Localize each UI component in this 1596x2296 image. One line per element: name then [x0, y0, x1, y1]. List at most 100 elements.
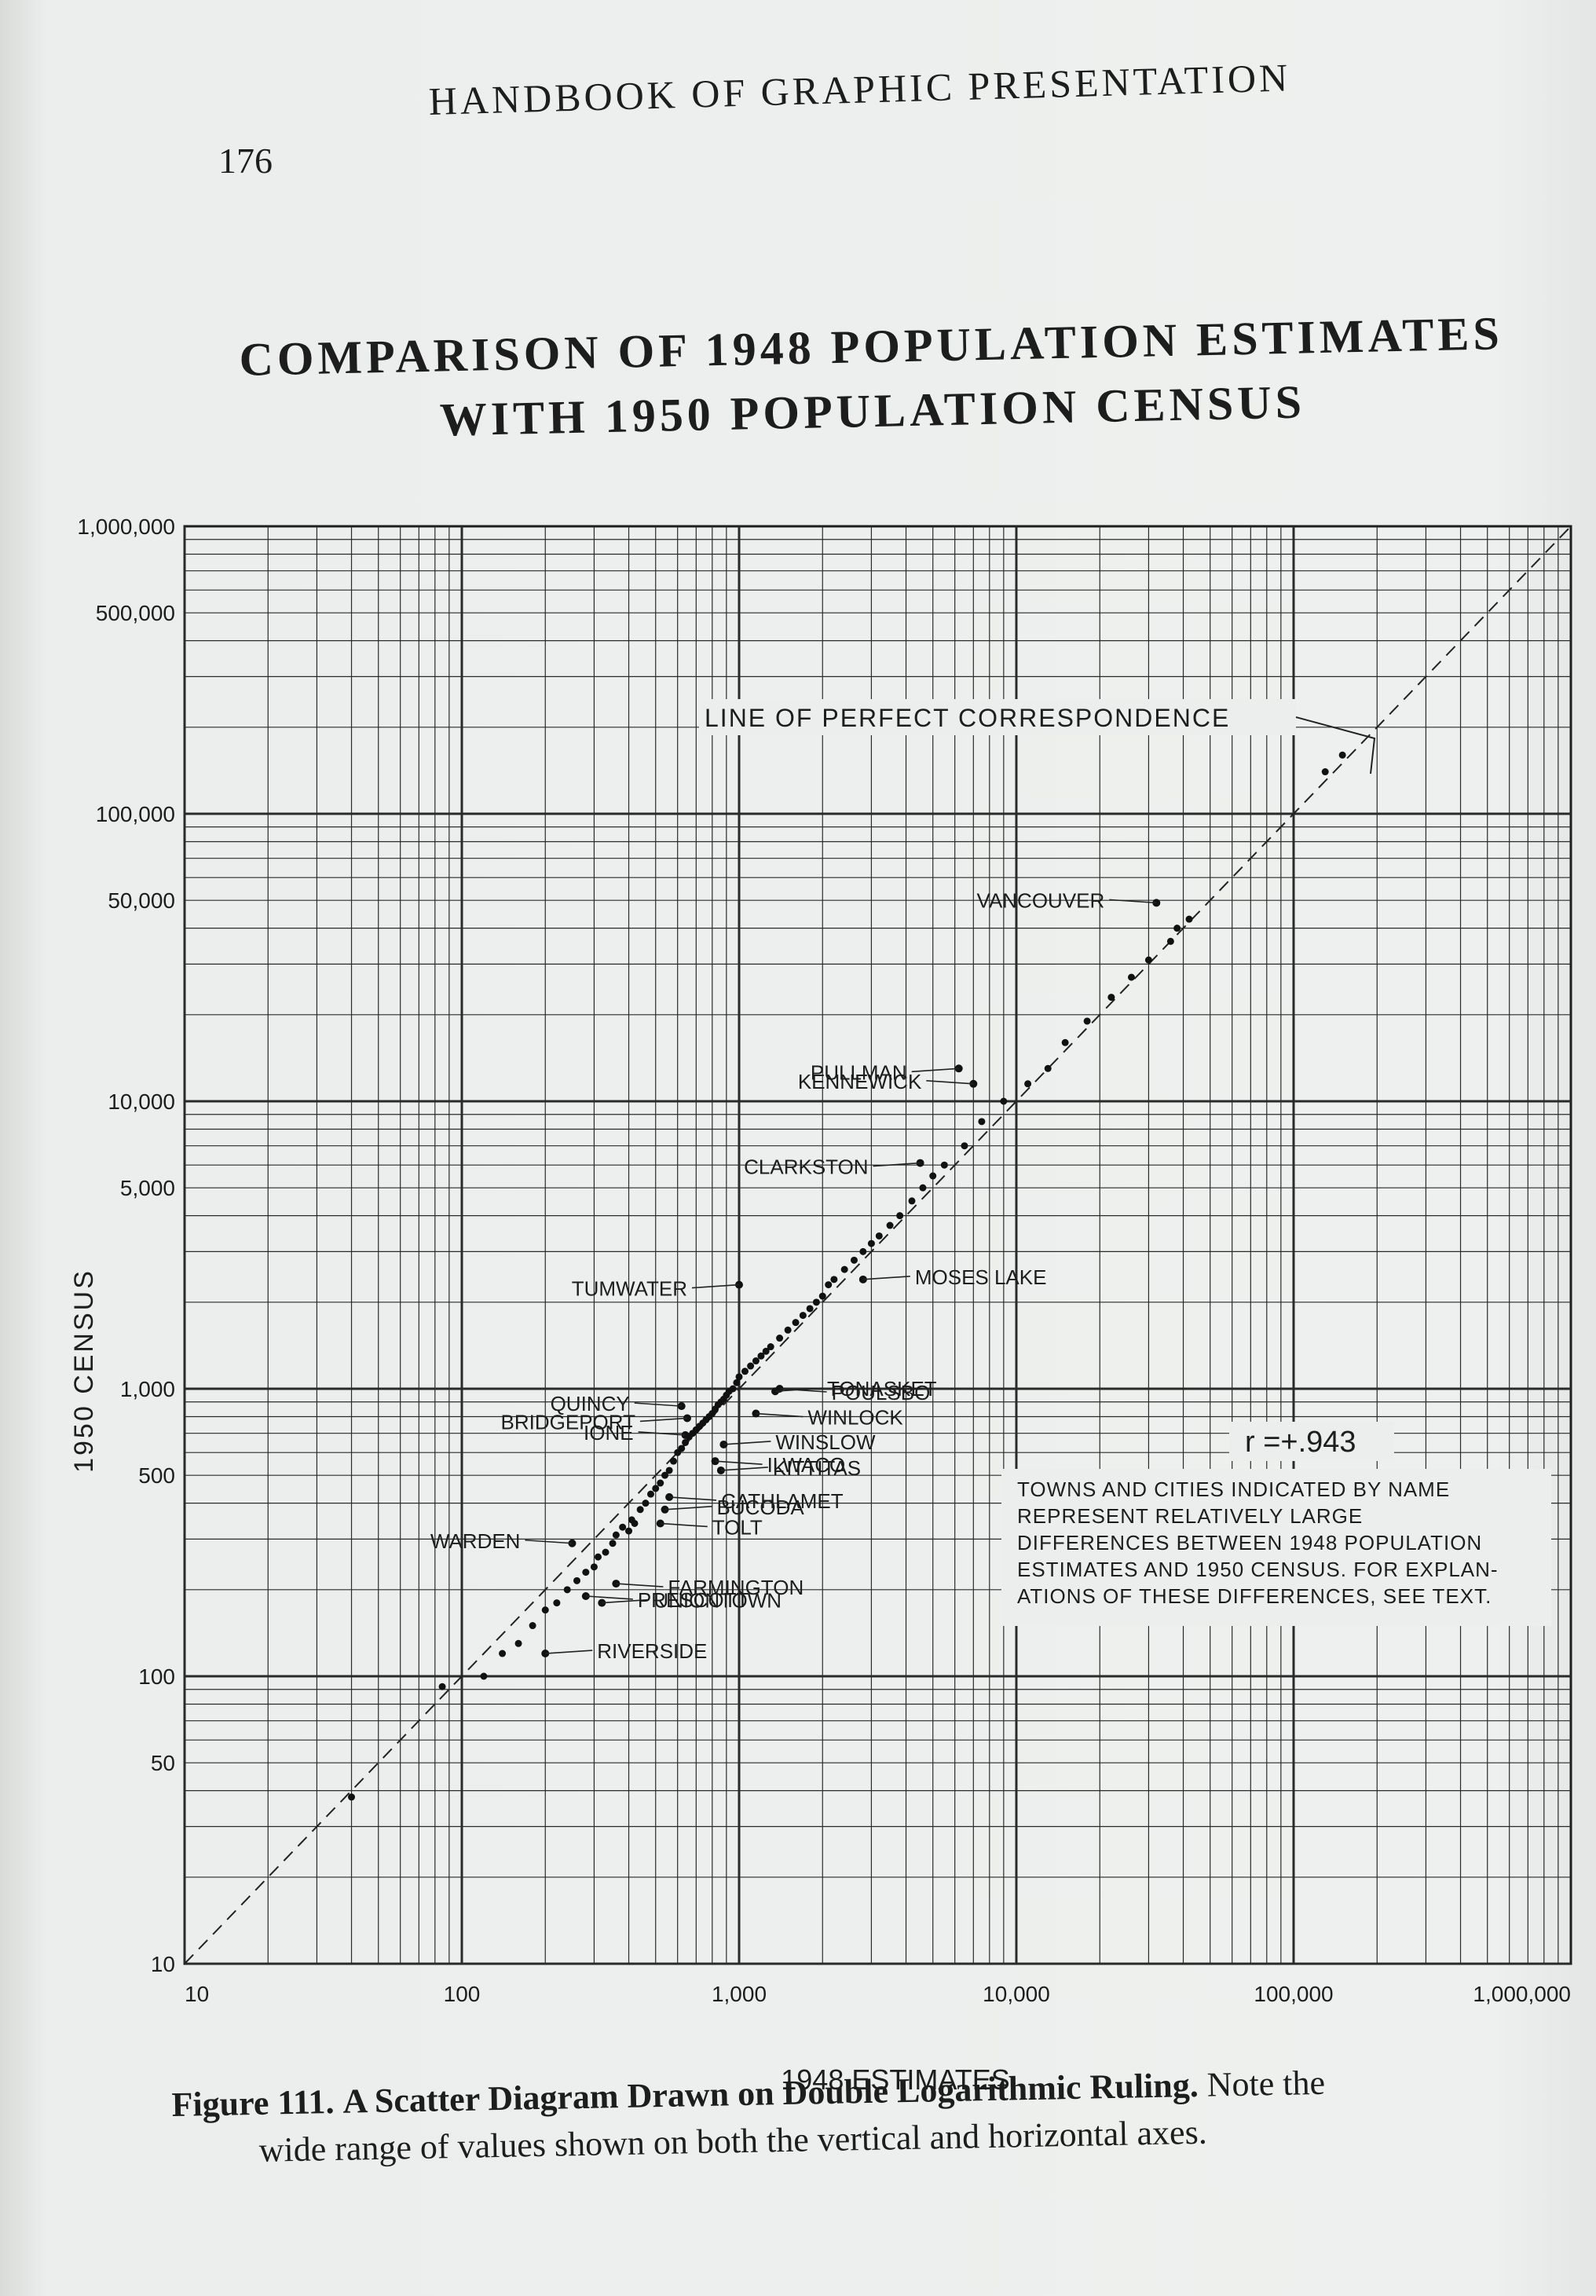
data-point — [625, 1527, 633, 1535]
named-point: KITTITAS — [716, 1456, 861, 1480]
data-point — [657, 1479, 664, 1487]
named-point-leader — [638, 1431, 686, 1436]
y-tick-label: 500 — [138, 1463, 175, 1488]
data-point — [875, 1232, 883, 1240]
data-point — [1061, 1038, 1069, 1046]
named-point-leader — [774, 1387, 823, 1393]
named-point-label: ILWACO — [767, 1453, 846, 1477]
note-line: REPRESENT RELATIVELY LARGE — [1017, 1504, 1363, 1528]
data-point — [762, 1347, 770, 1355]
named-point-label: TUMWATER — [572, 1277, 687, 1301]
named-point-leader — [720, 1467, 768, 1471]
data-point — [929, 1172, 937, 1180]
y-tick-label: 5,000 — [120, 1176, 175, 1200]
data-point — [729, 1385, 737, 1393]
data-point — [646, 1490, 654, 1498]
data-point — [859, 1247, 867, 1255]
data-point — [741, 1368, 749, 1375]
data-point — [563, 1586, 571, 1594]
data-point — [806, 1305, 814, 1313]
data-point — [631, 1519, 639, 1527]
named-point-leader — [862, 1276, 910, 1280]
note-line: TOWNS AND CITIES INDICATED BY NAME — [1017, 1478, 1450, 1501]
data-point — [1044, 1064, 1052, 1072]
y-tick-label: 500,000 — [96, 601, 175, 625]
data-point — [1185, 915, 1193, 923]
data-point — [669, 1457, 677, 1465]
y-tick-label: 50 — [151, 1751, 175, 1775]
named-point-leader — [602, 1598, 650, 1604]
data-point — [590, 1563, 598, 1571]
data-point — [908, 1197, 916, 1205]
named-point-label: WINLOCK — [807, 1406, 903, 1430]
named-point-leader — [911, 1067, 959, 1073]
named-point: VANCOUVER — [977, 888, 1161, 912]
data-point — [1083, 1017, 1091, 1025]
named-point: WINLOCK — [752, 1406, 903, 1430]
named-point: CLARKSTON — [744, 1155, 924, 1179]
data-point — [896, 1212, 904, 1220]
reference-line-callout: LINE OF PERFECT CORRESPONDENCE — [699, 699, 1376, 774]
named-point-leader — [660, 1522, 708, 1528]
named-point-label: POULSBO — [832, 1381, 931, 1404]
data-point — [642, 1500, 650, 1507]
named-point: RIVERSIDE — [541, 1639, 707, 1663]
x-tick-label: 1,000,000 — [1473, 1982, 1571, 2006]
named-point: CATHLAMET — [665, 1489, 844, 1513]
named-point: BUCODA — [661, 1496, 804, 1519]
data-point — [850, 1256, 858, 1264]
named-point-label: QUINCY — [551, 1392, 630, 1415]
named-point: TONASKET — [771, 1377, 937, 1401]
data-point — [514, 1639, 522, 1647]
data-point — [573, 1576, 580, 1584]
named-point-label: UNIONTOWN — [653, 1589, 782, 1613]
named-point-label: TOLT — [712, 1515, 763, 1539]
named-point-label: PRESCOTT — [638, 1588, 749, 1612]
log-grid — [183, 525, 1572, 1965]
x-tick-label: 10,000 — [983, 1982, 1050, 2006]
named-point-label: PULLMAN — [811, 1060, 907, 1084]
reference-line-label: LINE OF PERFECT CORRESPONDENCE — [705, 704, 1230, 732]
data-points — [348, 751, 1346, 1801]
named-point-label: WINSLOW — [775, 1430, 876, 1454]
named-point: IONE — [584, 1421, 690, 1445]
named-point: ILWACO — [711, 1453, 846, 1477]
data-point — [480, 1672, 488, 1680]
named-point-label: MOSES LAKE — [915, 1265, 1047, 1289]
data-point — [348, 1793, 356, 1801]
x-axis-label: 1948 ESTIMATES — [781, 2063, 1009, 2096]
y-tick-label: 10,000 — [108, 1089, 175, 1114]
named-point-label: BRIDGEPORT — [501, 1410, 636, 1434]
named-point: POULSBO — [775, 1381, 931, 1404]
named-point-leader — [926, 1079, 974, 1085]
named-point-leader — [525, 1539, 573, 1544]
data-point — [594, 1553, 602, 1561]
y-tick-label: 1,000,000 — [77, 514, 175, 539]
named-point: TUMWATER — [572, 1277, 743, 1301]
x-tick-label: 10 — [185, 1982, 209, 2006]
data-point — [636, 1506, 644, 1514]
data-point — [652, 1485, 660, 1492]
data-point — [818, 1292, 826, 1300]
data-point — [812, 1298, 820, 1306]
data-point — [1338, 751, 1346, 759]
data-point — [1024, 1080, 1032, 1088]
data-point — [733, 1379, 741, 1386]
x-tick-label: 1,000 — [712, 1982, 767, 2006]
note-line: ESTIMATES AND 1950 CENSUS. FOR EXPLAN- — [1017, 1558, 1499, 1581]
named-point-label: KITTITAS — [773, 1456, 861, 1480]
named-point-leader — [873, 1162, 921, 1167]
data-point — [735, 1373, 743, 1381]
y-tick-label: 100,000 — [96, 802, 175, 826]
data-point — [830, 1276, 838, 1283]
named-point-label: TONASKET — [827, 1377, 937, 1401]
figure-note-part-1: Note the — [1206, 2063, 1326, 2104]
data-point — [609, 1540, 617, 1547]
named-point-leader — [669, 1496, 717, 1501]
named-point: BRIDGEPORT — [501, 1410, 691, 1434]
data-point — [1000, 1097, 1008, 1105]
data-point — [867, 1240, 875, 1247]
named-point-leader — [779, 1388, 827, 1393]
